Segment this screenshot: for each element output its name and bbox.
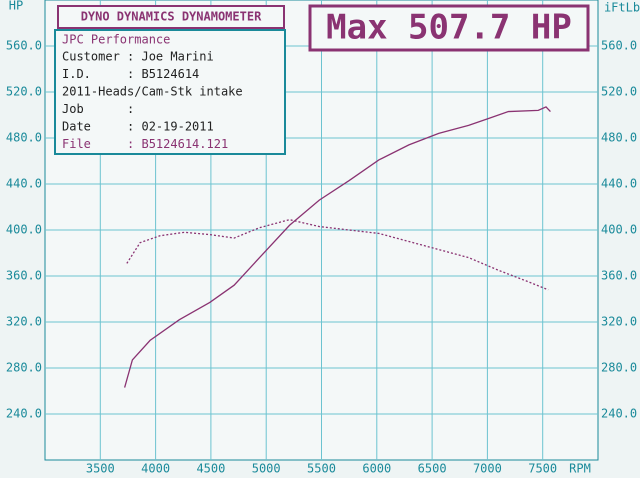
y2-axis-label: iFtLb	[604, 1, 640, 15]
x-tick-label: 6000	[362, 462, 391, 476]
x-axis-label: RPM	[569, 462, 591, 476]
x-tick-label: 4500	[196, 462, 225, 476]
hp-line	[124, 106, 551, 388]
y2-tick-label: 280.0	[601, 361, 637, 375]
y-tick-label: 480.0	[6, 131, 42, 145]
y2-tick-label: 240.0	[601, 407, 637, 421]
y-tick-label: 560.0	[6, 39, 42, 53]
y-tick-label: 320.0	[6, 315, 42, 329]
torque-line	[126, 218, 549, 291]
x-tick-label: 7500	[528, 462, 557, 476]
info-row: 2011-Heads/Cam-Stk intake	[62, 85, 243, 99]
x-tick-label: 6500	[418, 462, 447, 476]
y2-tick-label: 440.0	[601, 177, 637, 191]
max-box	[308, 4, 590, 52]
info-row: Date : 02-19-2011	[62, 120, 214, 134]
y-tick-label: 520.0	[6, 85, 42, 99]
info-title: JPC Performance	[62, 33, 170, 47]
info-row: File : B5124614.121	[62, 137, 228, 151]
y-axis-label: HP	[9, 0, 23, 13]
y2-tick-label: 560.0	[601, 39, 637, 53]
info-row: I.D. : B5124614	[62, 67, 199, 81]
y2-tick-label: 360.0	[601, 269, 637, 283]
x-tick-label: 4000	[141, 462, 170, 476]
x-tick-label: 3500	[86, 462, 115, 476]
y2-tick-label: 520.0	[601, 85, 637, 99]
info-row: Customer : Joe Marini	[62, 50, 214, 64]
header-box	[57, 5, 285, 29]
header: DYNO DYNAMICS DYNAMOMETER	[81, 10, 262, 24]
info-row: Job :	[62, 102, 134, 116]
y-tick-label: 240.0	[6, 407, 42, 421]
y-tick-label: 400.0	[6, 223, 42, 237]
y2-tick-label: 480.0	[601, 131, 637, 145]
max-label: Max 507.7 HP	[326, 8, 572, 48]
x-tick-label: 7000	[473, 462, 502, 476]
y-tick-label: 280.0	[6, 361, 42, 375]
x-tick-label: 5000	[252, 462, 281, 476]
y2-tick-label: 400.0	[601, 223, 637, 237]
y-tick-label: 360.0	[6, 269, 42, 283]
y2-tick-label: 320.0	[601, 315, 637, 329]
y-tick-label: 440.0	[6, 177, 42, 191]
x-tick-label: 5500	[307, 462, 336, 476]
info-box	[54, 29, 286, 155]
